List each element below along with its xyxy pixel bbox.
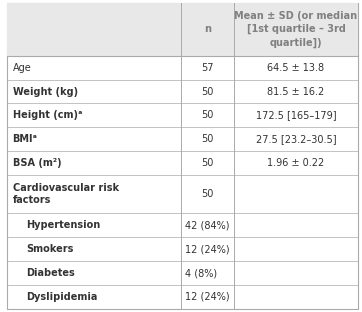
Text: BMIᵃ: BMIᵃ: [13, 134, 37, 144]
Text: 12 (24%): 12 (24%): [185, 244, 229, 254]
Text: Cardiovascular risk
factors: Cardiovascular risk factors: [13, 183, 119, 205]
Text: 50: 50: [201, 86, 214, 96]
Text: 42 (84%): 42 (84%): [185, 220, 229, 230]
Text: 50: 50: [201, 134, 214, 144]
Text: Hypertension: Hypertension: [26, 220, 101, 230]
Text: 1.96 ± 0.22: 1.96 ± 0.22: [268, 158, 325, 168]
Text: 27.5 [23.2–30.5]: 27.5 [23.2–30.5]: [256, 134, 336, 144]
Text: Age: Age: [13, 63, 31, 73]
Text: Dyslipidemia: Dyslipidemia: [26, 292, 98, 302]
Text: 64.5 ± 13.8: 64.5 ± 13.8: [268, 63, 325, 73]
Text: 57: 57: [201, 63, 214, 73]
Text: Weight (kg): Weight (kg): [13, 86, 77, 96]
Text: 81.5 ± 16.2: 81.5 ± 16.2: [268, 86, 325, 96]
Text: Diabetes: Diabetes: [26, 268, 75, 278]
Text: 50: 50: [201, 158, 214, 168]
Text: 172.5 [165–179]: 172.5 [165–179]: [256, 110, 336, 120]
Text: 4 (8%): 4 (8%): [185, 268, 217, 278]
Text: BSA (m²): BSA (m²): [13, 158, 61, 168]
Text: Height (cm)ᵃ: Height (cm)ᵃ: [13, 110, 82, 120]
Text: Smokers: Smokers: [26, 244, 74, 254]
Text: 12 (24%): 12 (24%): [185, 292, 229, 302]
Text: Mean ± SD (or median
[1st quartile – 3rd
quartile]): Mean ± SD (or median [1st quartile – 3rd…: [235, 11, 358, 48]
Text: 50: 50: [201, 189, 214, 199]
Text: n: n: [204, 24, 211, 34]
Text: 50: 50: [201, 110, 214, 120]
